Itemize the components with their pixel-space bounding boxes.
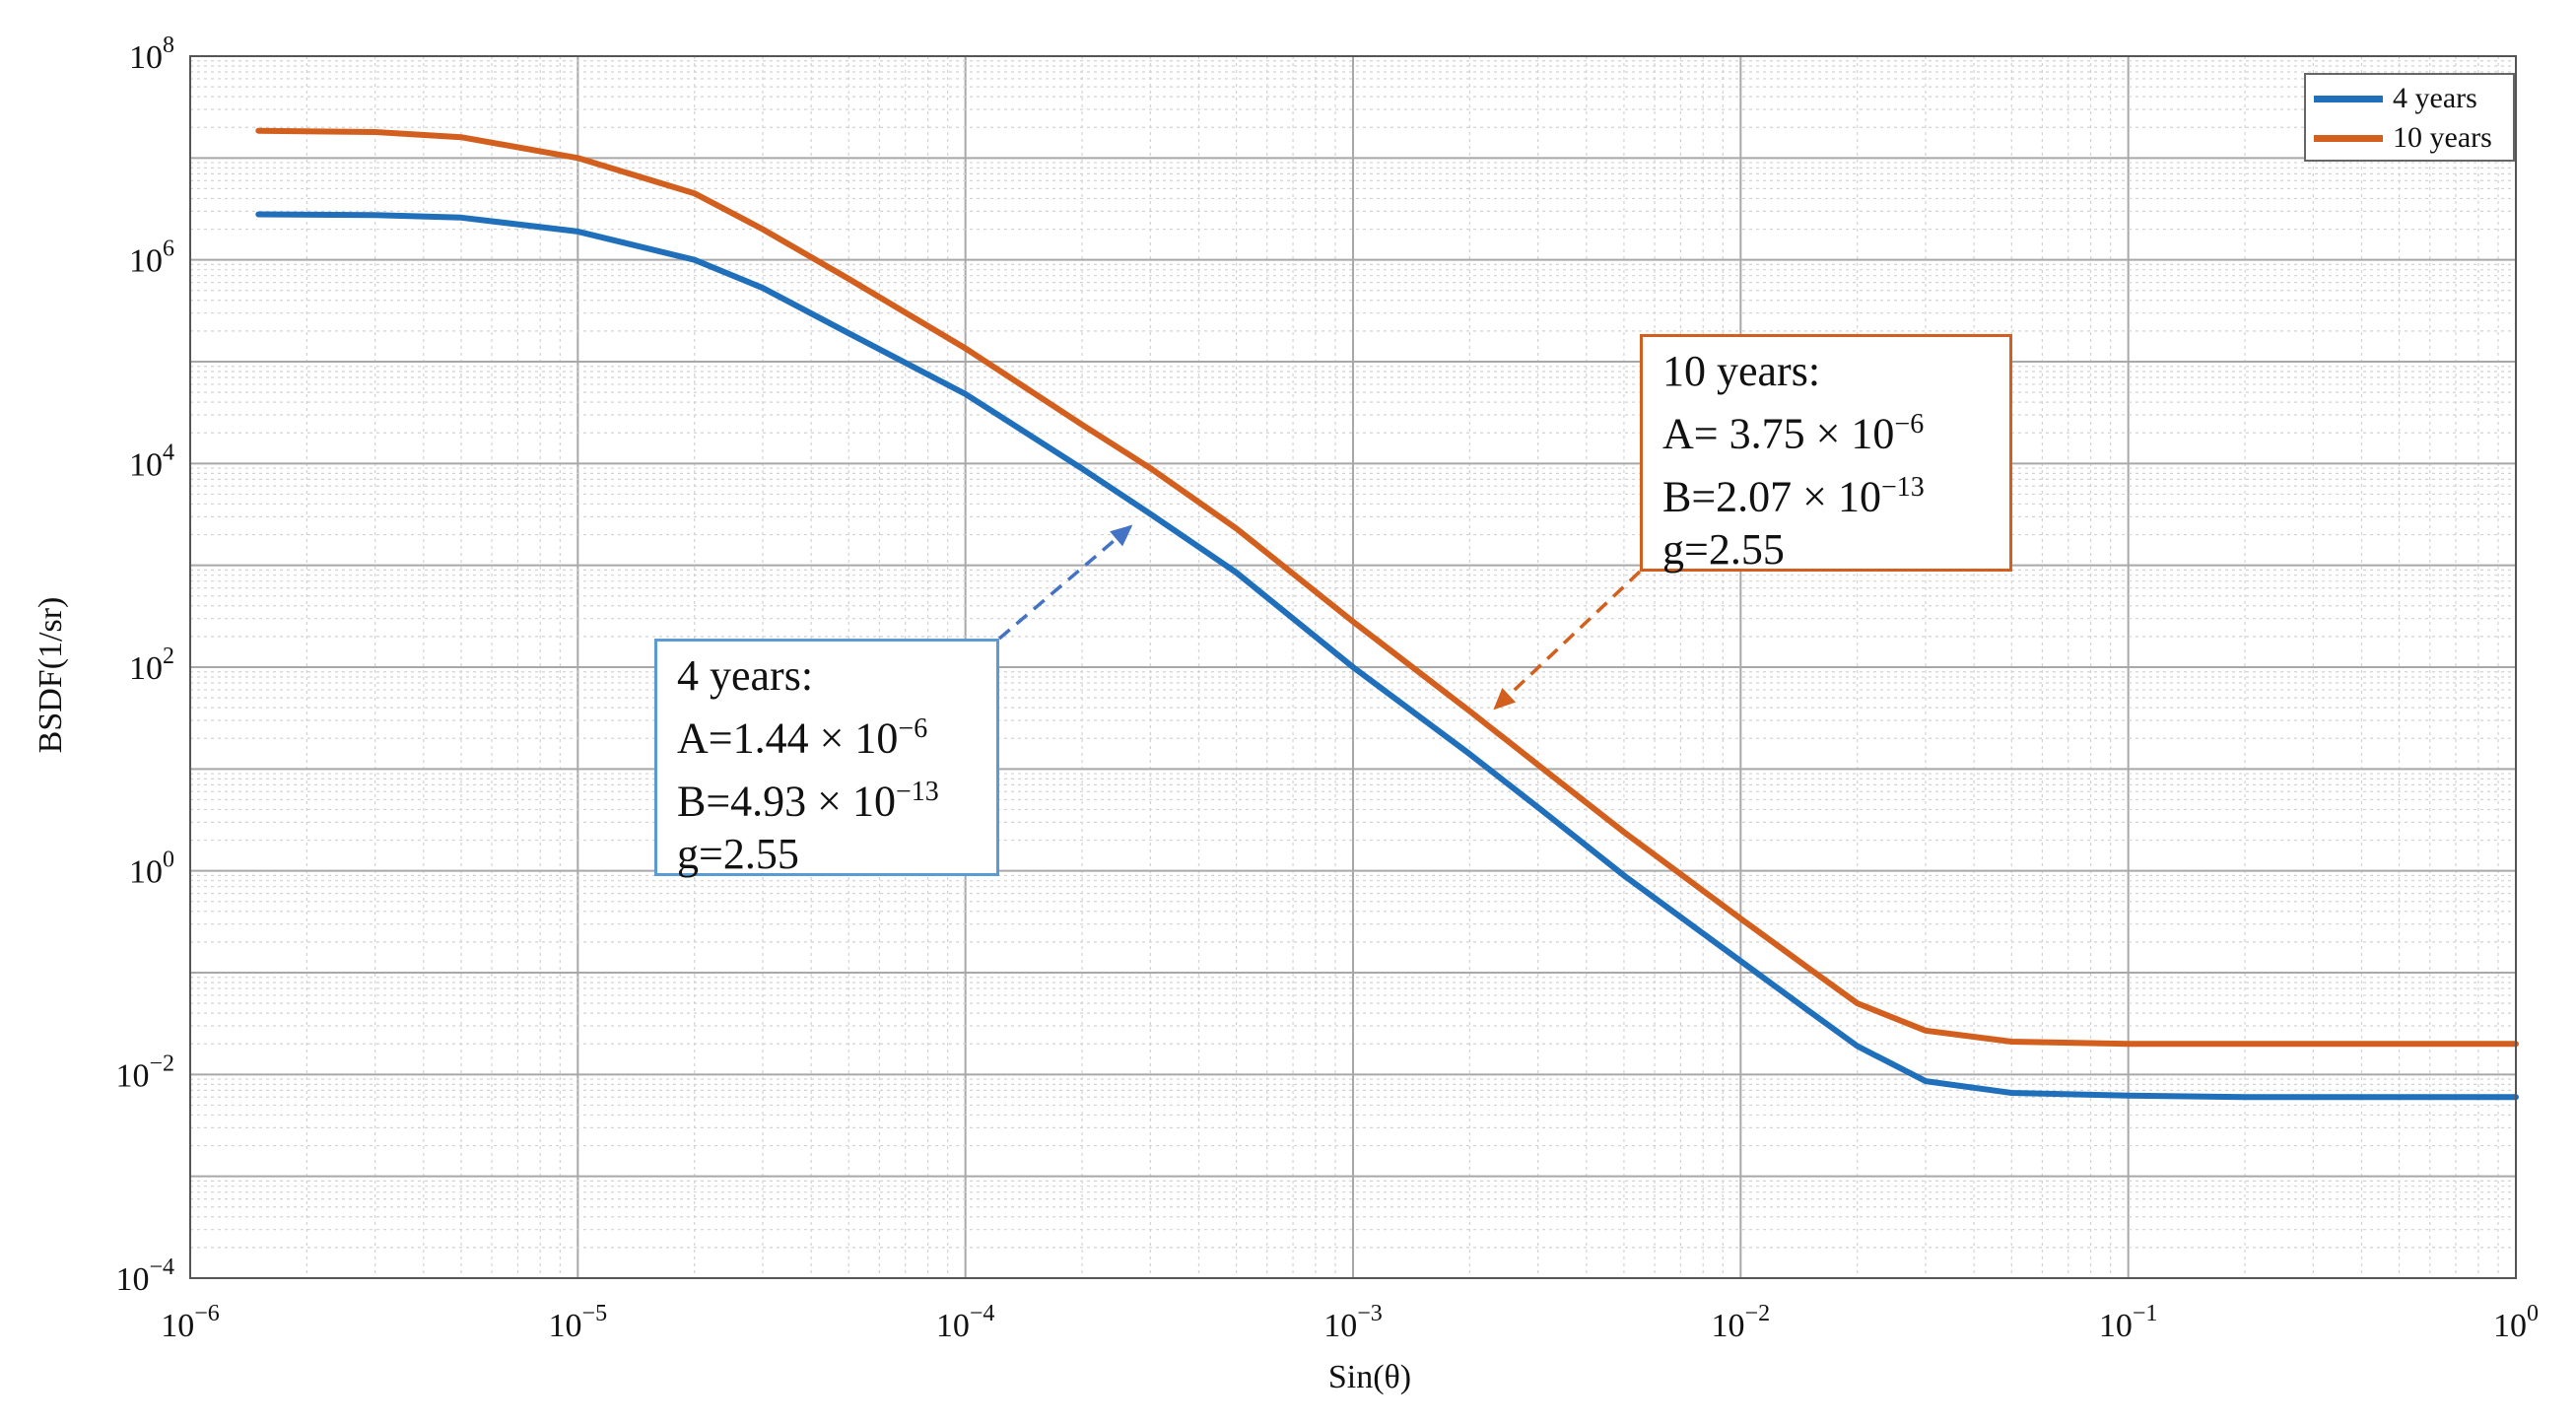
legend-item-4-years: 4 years (2314, 79, 2505, 118)
x-tick-label: 10−1 (2099, 1301, 2158, 1344)
y-tick-label: 104 (129, 440, 174, 483)
annotation-arrows (997, 523, 1642, 712)
annotation-arrowhead-4-years (1110, 524, 1133, 547)
legend-swatch-4-years (2314, 95, 2383, 102)
plot-frame (189, 55, 2517, 1279)
annotation-10-years: 10 years: A= 3.75 × 10−6 B=2.07 × 10−13 … (1640, 334, 2012, 574)
grid-layer (189, 55, 2517, 1279)
annotation-10-years-title: 10 years: (1662, 347, 1821, 395)
legend-swatch-10-years (2314, 134, 2383, 142)
legend-label-10-years: 10 years (2393, 121, 2492, 154)
legend-item-10-years: 10 years (2314, 118, 2505, 158)
y-tick-label: 106 (129, 237, 174, 280)
y-axis-label: BSDF(1/sr) (33, 597, 69, 754)
annotation-4-years-a: A=1.44 × 10−6 (677, 713, 928, 763)
annotation-10-years-g: g=2.55 (1662, 525, 1785, 575)
annotation-10-years-b: B=2.07 × 10−13 (1662, 471, 1925, 521)
annotation-arrow-10-years (1492, 570, 1642, 712)
x-tick-label: 10−6 (161, 1301, 220, 1344)
x-tick-label: 10−3 (1323, 1301, 1383, 1344)
series-line-10-years (255, 127, 2519, 1048)
series-layer (255, 127, 2519, 1101)
y-tick-label: 108 (129, 33, 174, 76)
x-tick-label: 10−4 (936, 1301, 995, 1344)
annotation-arrowhead-10-years (1493, 688, 1517, 711)
annotation-4-years: 4 years: A=1.44 × 10−6 B=4.93 × 10−13 g=… (654, 639, 999, 878)
series-line-4-years (255, 211, 2519, 1101)
axes: 10−6 10−5 10−4 10−3 10−2 10−1 100 10−4 10−2 100 10… (115, 33, 2539, 1344)
y-tick-label: 10−2 (115, 1051, 174, 1094)
annotation-arrow-4-years (997, 523, 1134, 641)
annotation-10-years-a: A= 3.75 × 10−6 (1662, 409, 1925, 458)
annotation-4-years-title: 4 years: (677, 651, 814, 700)
legend-label-4-years: 4 years (2393, 82, 2477, 114)
x-tick-label: 10−2 (1712, 1301, 1771, 1344)
x-tick-label: 100 (2493, 1301, 2539, 1344)
annotation-4-years-b: B=4.93 × 10−13 (677, 776, 939, 826)
x-tick-label: 10−5 (549, 1301, 608, 1344)
x-axis-label: Sin(θ) (1328, 1359, 1411, 1395)
legend: 4 years 10 years (2304, 73, 2515, 162)
y-tick-label: 102 (129, 644, 174, 687)
y-tick-label: 10−4 (115, 1254, 174, 1298)
annotation-4-years-g: g=2.55 (677, 830, 799, 879)
y-tick-label: 100 (129, 848, 174, 891)
